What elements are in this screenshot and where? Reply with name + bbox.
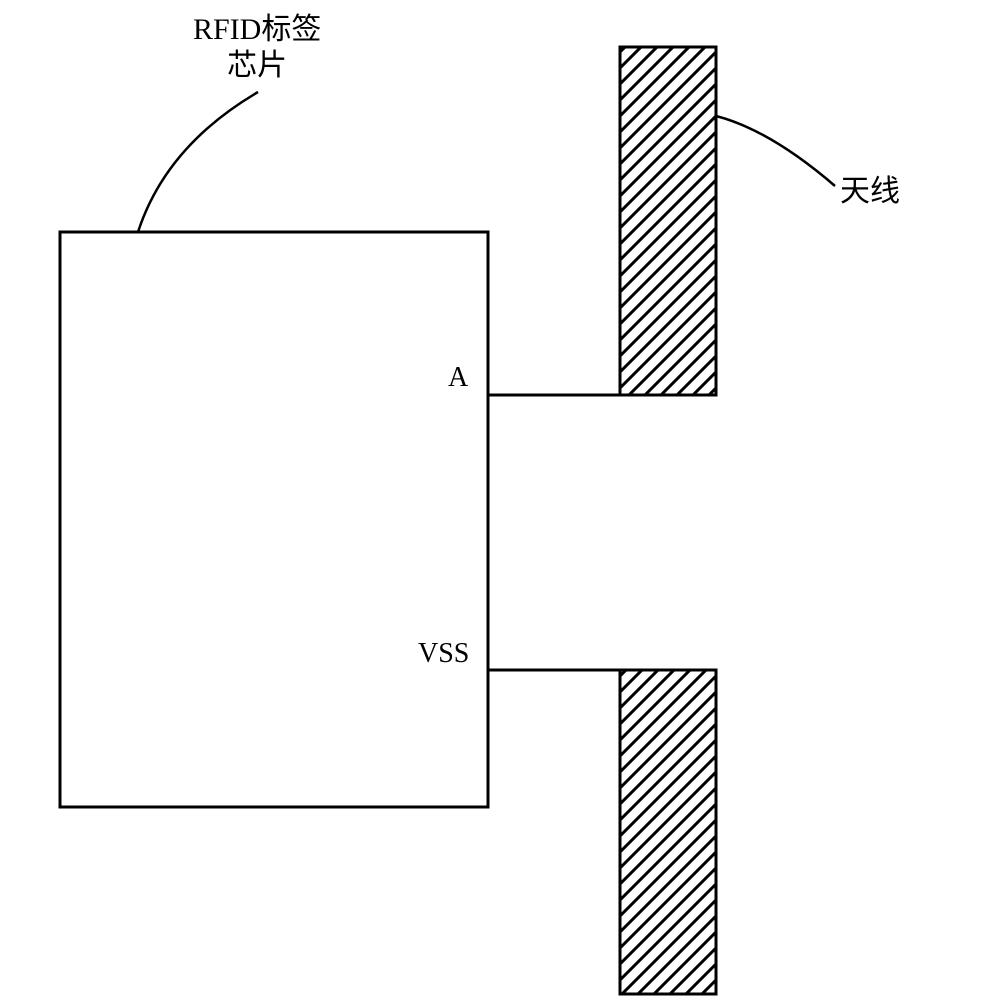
port-vss-label: VSS <box>418 638 469 670</box>
svg-layer <box>0 0 982 1000</box>
antenna-top-rect <box>620 47 716 395</box>
antenna-bottom-rect <box>620 670 716 994</box>
chip-rect <box>60 232 488 807</box>
port-a-label: A <box>448 362 468 394</box>
leader-antenna <box>716 116 835 186</box>
leader-chip <box>138 92 258 232</box>
chip-label-line1: RFID标签 <box>193 13 321 46</box>
antenna-label: 天线 <box>840 166 900 210</box>
chip-label: RFID标签 芯片 <box>193 12 321 84</box>
chip-label-line2: 芯片 <box>227 49 287 82</box>
diagram-canvas: RFID标签 芯片 天线 A VSS <box>0 0 982 1000</box>
